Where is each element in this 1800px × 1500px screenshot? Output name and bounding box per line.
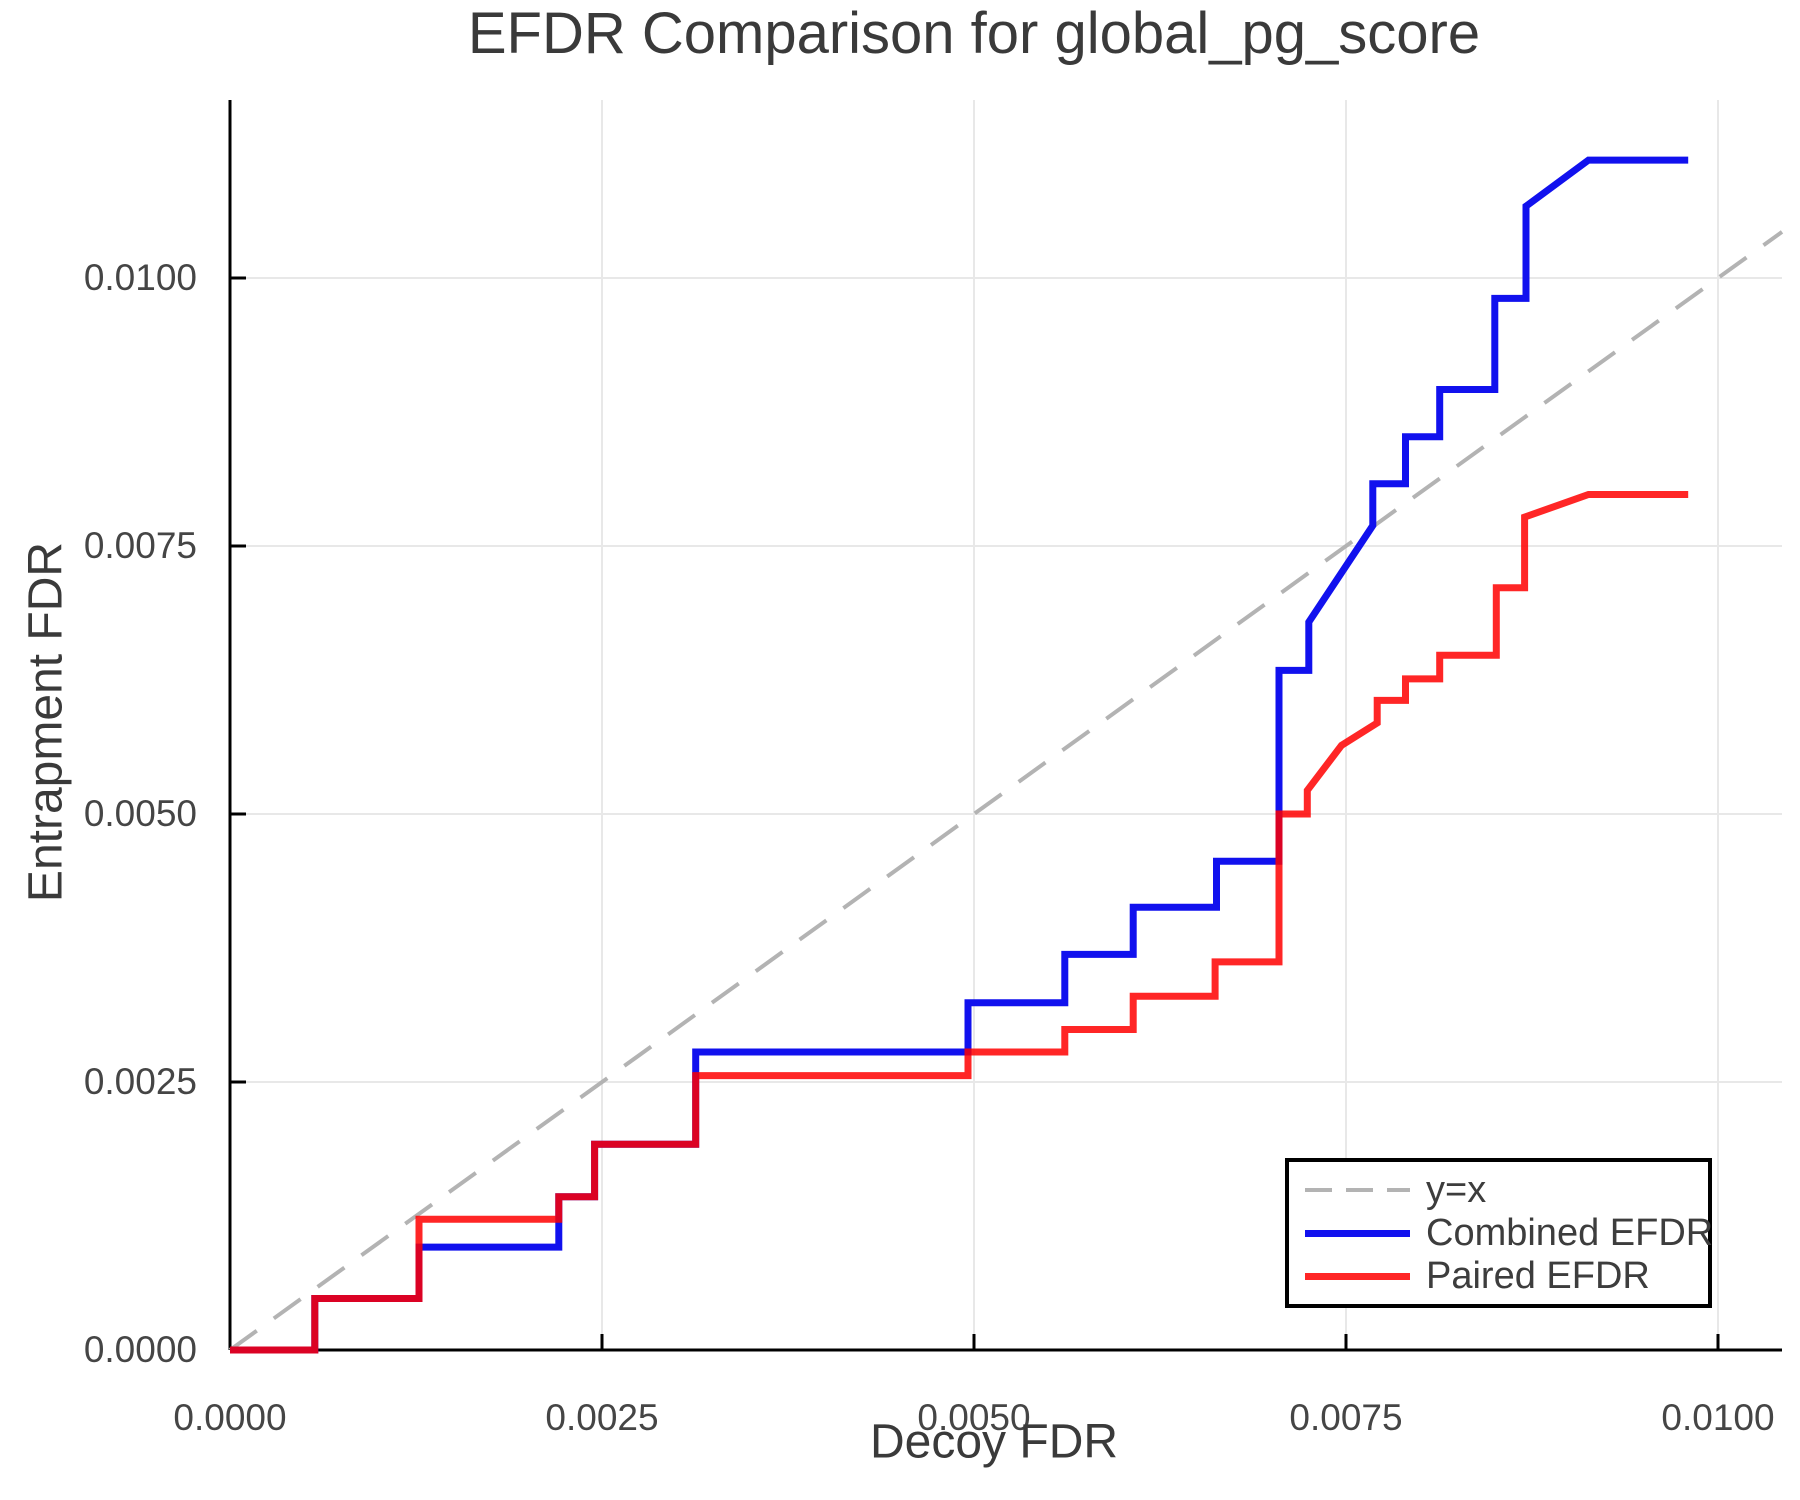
x-tick-label: 0.0025 bbox=[545, 1397, 659, 1438]
series-line-y-x bbox=[228, 230, 1784, 1352]
x-tick-label: 0.0050 bbox=[917, 1397, 1031, 1438]
legend: y=x Combined EFDR Paired EFDR bbox=[1285, 1158, 1713, 1308]
x-axis-title: Decoy FDR bbox=[869, 1415, 1119, 1469]
paired-efdr-line-sample bbox=[1305, 1272, 1410, 1280]
combined-efdr-line-sample bbox=[1305, 1229, 1410, 1237]
y-tick-label: 0.0100 bbox=[83, 257, 197, 298]
legend-item-yx: y=x bbox=[1305, 1168, 1698, 1211]
legend-item-combined-efdr: Combined EFDR bbox=[1305, 1212, 1713, 1254]
y-axis-title: Entrapment FDR bbox=[19, 541, 73, 903]
legend-label: Paired EFDR bbox=[1426, 1254, 1650, 1297]
x-tick-label: 0.0075 bbox=[1289, 1397, 1403, 1438]
yx-dashed-line-sample bbox=[1305, 1188, 1410, 1192]
legend-label: y=x bbox=[1426, 1168, 1487, 1211]
legend-item-paired-efdr: Paired EFDR bbox=[1305, 1254, 1698, 1297]
x-tick-label: 0.0000 bbox=[173, 1397, 287, 1438]
y-tick-label: 0.0025 bbox=[83, 1061, 197, 1102]
legend-label: Combined EFDR bbox=[1426, 1211, 1714, 1254]
y-tick-label: 0.0000 bbox=[83, 1329, 197, 1370]
chart-title: EFDR Comparison for global_pg_score bbox=[467, 1, 1481, 66]
series-line-paired-efdr bbox=[230, 491, 1689, 1354]
y-tick-label: 0.0050 bbox=[83, 793, 197, 834]
y-tick-label: 0.0075 bbox=[83, 525, 197, 566]
x-tick-label: 0.0100 bbox=[1661, 1397, 1775, 1438]
